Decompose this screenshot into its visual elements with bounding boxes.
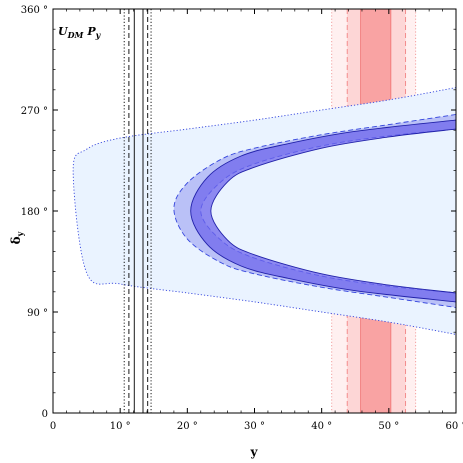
x-axis-ticks: 0 10 ° 20 ° 30 ° 40 ° 50 ° 60 ° — [50, 9, 463, 432]
y-axis-ticks: 0 90 ° 180 ° 270 ° 360 ° — [21, 5, 456, 420]
x-axis-label: y — [250, 445, 259, 459]
y-axis-label: δy — [9, 231, 25, 244]
region-outer — [72, 87, 457, 335]
y-tick-label-1: 90 ° — [27, 308, 48, 319]
x-tick-label-5: 50 ° — [378, 421, 399, 432]
x-tick-label-3: 30 ° — [244, 421, 265, 432]
vertical-lines — [123, 9, 152, 413]
y-tick-label-3: 270 ° — [21, 106, 48, 117]
x-tick-label-4: 40 ° — [311, 421, 332, 432]
x-tick-label-0: 0 — [50, 421, 56, 432]
x-tick-label-1: 10 ° — [110, 421, 131, 432]
y-tick-label-0: 0 — [42, 409, 48, 420]
x-tick-label-6: 60 ° — [446, 421, 463, 432]
chart-annotation: UDM Py — [58, 25, 102, 40]
contour-regions — [72, 87, 457, 335]
y-tick-label-4: 360 ° — [21, 5, 48, 16]
x-tick-label-2: 20 ° — [177, 421, 198, 432]
region-inner — [190, 119, 457, 303]
y-tick-label-2: 180 ° — [21, 207, 48, 218]
